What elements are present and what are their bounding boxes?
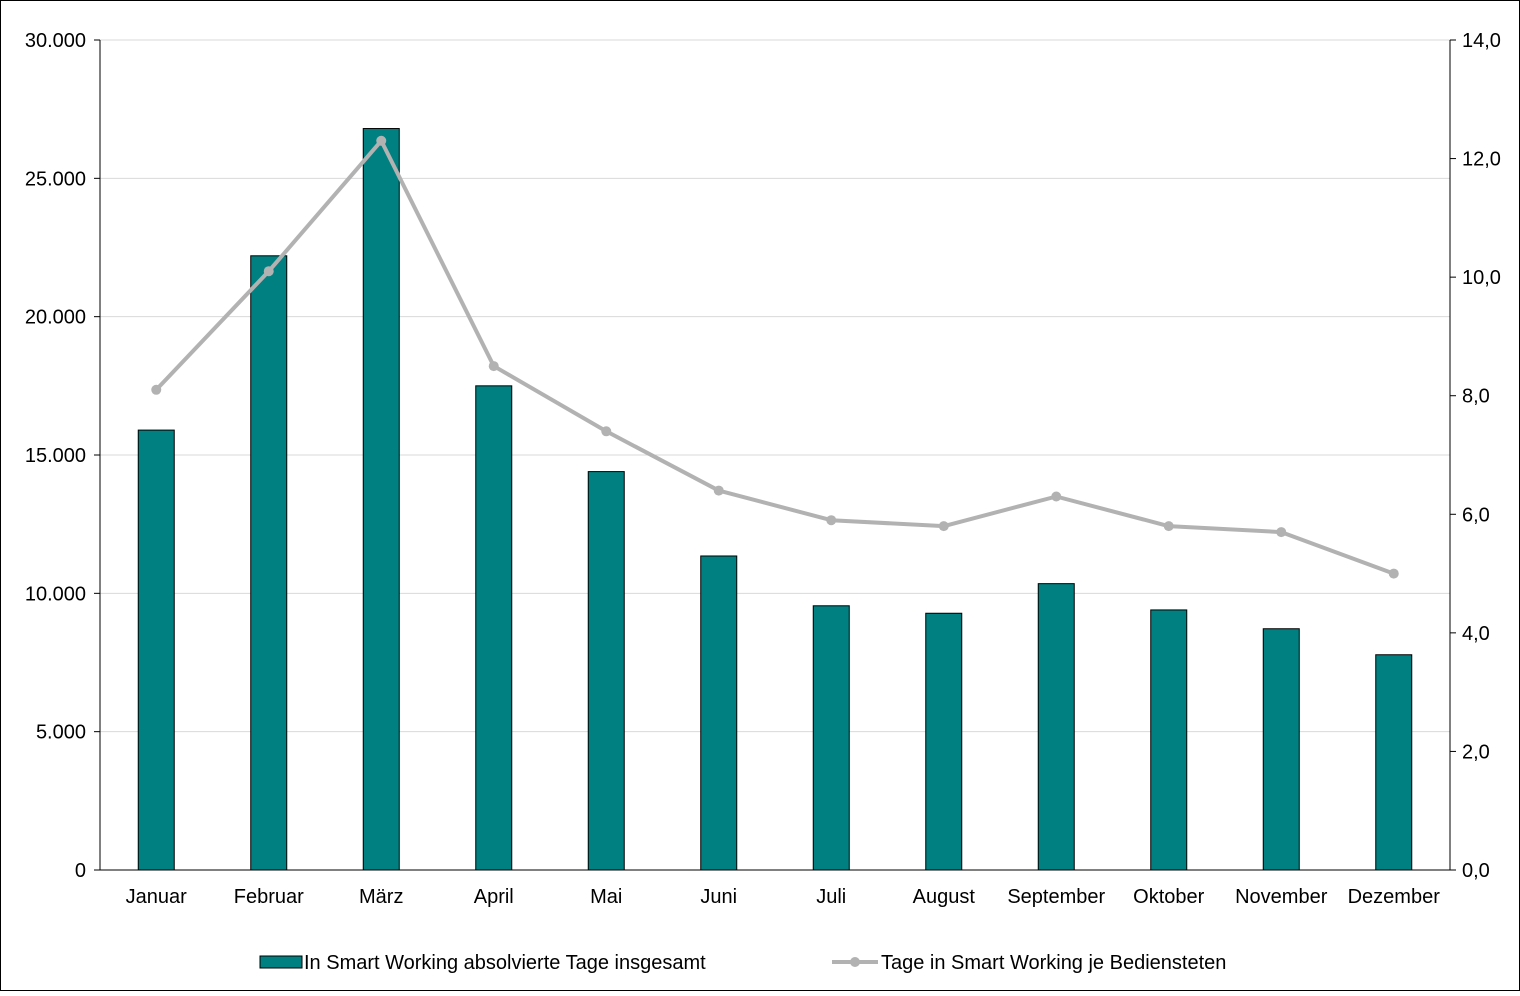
bar <box>925 612 963 871</box>
left-tick-label: 15.000 <box>25 445 86 467</box>
bar <box>250 255 288 871</box>
bar <box>137 429 175 871</box>
left-tick-label: 20.000 <box>25 307 86 329</box>
category-label: Oktober <box>1133 886 1204 908</box>
category-label: August <box>913 886 976 908</box>
bar <box>362 128 400 871</box>
line-point <box>713 485 724 496</box>
right-tick-label: 14,0 <box>1462 30 1501 52</box>
category-label: März <box>359 886 403 908</box>
category-label: September <box>1007 886 1105 908</box>
line-point <box>376 135 387 146</box>
category-label: April <box>474 886 514 908</box>
bar <box>587 471 625 871</box>
legend: In Smart Working absolvierte Tage insges… <box>259 952 1226 974</box>
legend-label-line: Tage in Smart Working je Bediensteten <box>881 952 1226 974</box>
category-label: Januar <box>126 886 187 908</box>
right-tick-label: 0,0 <box>1462 860 1490 882</box>
line-point <box>601 426 612 437</box>
right-tick-label: 8,0 <box>1462 386 1490 408</box>
category-label: Mai <box>590 886 622 908</box>
gridlines <box>100 39 1450 733</box>
line-point <box>488 361 499 372</box>
line-series <box>151 135 1399 579</box>
bar <box>812 605 850 871</box>
right-tick-label: 12,0 <box>1462 149 1501 171</box>
legend-label-bar: In Smart Working absolvierte Tage insges… <box>304 952 706 974</box>
bar <box>1262 628 1300 871</box>
line-point <box>1388 568 1399 579</box>
line-point <box>938 521 949 532</box>
line-point <box>1276 527 1287 538</box>
bar <box>700 555 738 871</box>
left-tick-label: 30.000 <box>25 30 86 52</box>
category-label: Februar <box>234 886 304 908</box>
line-point <box>1163 521 1174 532</box>
bar <box>1037 583 1075 871</box>
right-tick-label: 10,0 <box>1462 267 1501 289</box>
right-tick-label: 6,0 <box>1462 504 1490 526</box>
left-tick-label: 25.000 <box>25 168 86 190</box>
axes <box>94 39 1456 871</box>
right-tick-label: 4,0 <box>1462 623 1490 645</box>
left-tick-label: 0 <box>75 860 86 882</box>
right-tick-label: 2,0 <box>1462 741 1490 763</box>
category-label: Juli <box>816 886 846 908</box>
category-label: Dezember <box>1348 886 1441 908</box>
bar-series <box>137 128 1413 871</box>
line-series-path <box>154 138 1396 576</box>
bar <box>1375 654 1413 871</box>
category-label: Juni <box>700 886 737 908</box>
bar <box>475 385 513 871</box>
left-tick-label: 10.000 <box>25 583 86 605</box>
left-tick-label: 5.000 <box>36 722 86 744</box>
line-point <box>263 266 274 277</box>
legend-swatch-bar <box>259 955 303 969</box>
legend-swatch-marker <box>850 957 860 967</box>
line-point <box>1051 491 1062 502</box>
tick-labels: 0 5.000 10.000 15.000 20.000 25.000 30.000 0,0 2… <box>25 30 1501 908</box>
line-point <box>826 515 837 526</box>
bar <box>1150 609 1188 871</box>
category-label: November <box>1235 886 1328 908</box>
line-point <box>151 384 162 395</box>
